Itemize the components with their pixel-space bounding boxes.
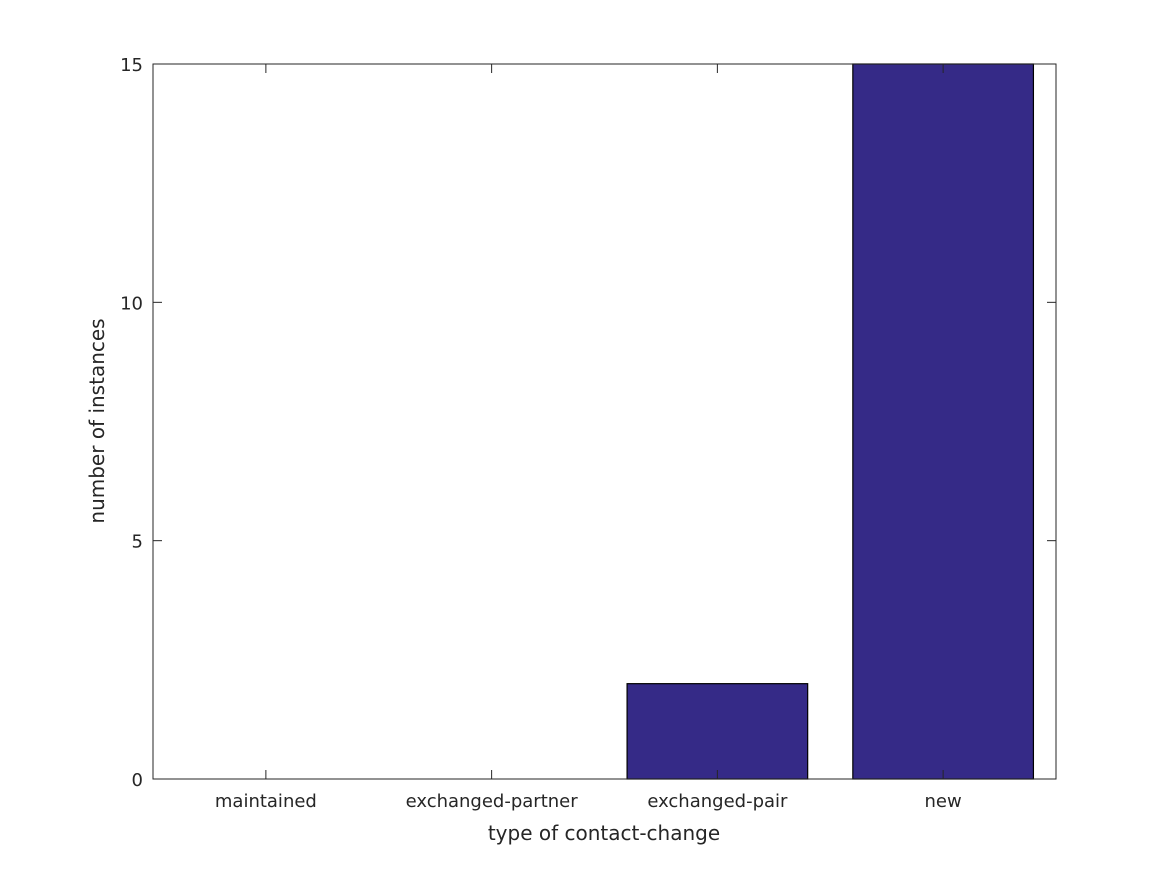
y-axis-label: number of instances — [85, 318, 109, 523]
x-tick-label: exchanged-pair — [647, 791, 788, 812]
bar-new — [852, 63, 1035, 780]
x-tick-label: new — [925, 791, 962, 812]
x-tick-label: maintained — [215, 791, 317, 812]
y-tick-label: 10 — [120, 293, 143, 314]
y-tick-label: 5 — [132, 532, 143, 553]
y-tick-label: 15 — [120, 55, 143, 76]
x-tick-label: exchanged-partner — [406, 791, 579, 812]
y-tick-label: 0 — [132, 770, 143, 791]
bar-exchanged-pair — [626, 683, 809, 780]
axes-box — [152, 63, 1057, 780]
x-axis-label: type of contact-change — [488, 821, 720, 845]
